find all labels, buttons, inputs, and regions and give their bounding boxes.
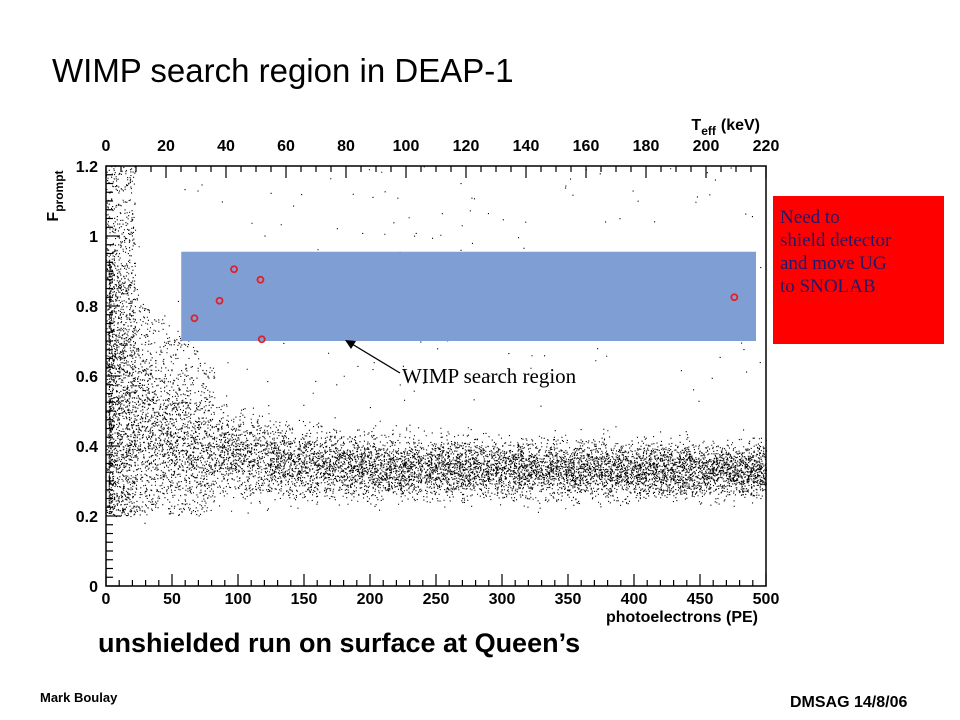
highlighted-event-marker bbox=[190, 314, 199, 323]
x-tick-label: 250 bbox=[423, 591, 450, 608]
x2-tick-label: 220 bbox=[753, 138, 780, 155]
callout-line: Need to bbox=[780, 207, 840, 228]
footer-author: Mark Boulay bbox=[40, 690, 118, 705]
x-tick-label: 50 bbox=[163, 591, 181, 608]
scatter-points bbox=[106, 166, 768, 524]
x-tick-label: 150 bbox=[291, 591, 318, 608]
x2-tick-label: 200 bbox=[693, 138, 720, 155]
x2-tick-label: 0 bbox=[102, 138, 111, 155]
highlighted-event-marker bbox=[215, 296, 224, 305]
x2-tick-label: 160 bbox=[573, 138, 600, 155]
footer-event: DMSAG 14/8/06 bbox=[790, 694, 908, 711]
slide-subtitle: unshielded run on surface at Queen’s bbox=[98, 628, 581, 658]
x2-axis-title-unit: (keV) bbox=[721, 117, 760, 134]
x2-tick-label: 120 bbox=[453, 138, 480, 155]
x-tick-label: 100 bbox=[225, 591, 252, 608]
x-tick-label: 500 bbox=[753, 591, 780, 608]
x-tick-labels: 0 50 100 150 200 250 300 350 400 450 500 bbox=[102, 591, 780, 608]
x2-axis-title: Teff (keV) bbox=[691, 117, 760, 138]
y-axis-title-main: F bbox=[45, 212, 62, 222]
slide-title: WIMP search region in DEAP-1 bbox=[52, 52, 514, 89]
x-tick-label: 450 bbox=[687, 591, 714, 608]
annotation-arrow bbox=[351, 343, 401, 374]
y-axis-title: Fprompt bbox=[45, 170, 66, 221]
x2-axis-title-main: T bbox=[691, 117, 701, 134]
axis-ticks bbox=[105, 165, 767, 587]
x-tick-label: 350 bbox=[555, 591, 582, 608]
highlighted-event-marker bbox=[256, 275, 265, 284]
wimp-search-region bbox=[181, 251, 757, 341]
y-tick-label: 0.6 bbox=[76, 369, 98, 386]
y-tick-label: 0.4 bbox=[76, 439, 98, 456]
y-tick-label: 0.8 bbox=[76, 299, 98, 316]
x-tick-label: 0 bbox=[102, 591, 111, 608]
callout-line: and move UG bbox=[780, 253, 887, 274]
x-tick-label: 300 bbox=[489, 591, 516, 608]
x-tick-label: 400 bbox=[621, 591, 648, 608]
x2-axis-title-sub: eff bbox=[701, 124, 717, 138]
callout-line: shield detector bbox=[780, 230, 892, 251]
callout-line: to SNOLAB bbox=[780, 276, 876, 297]
y-axis-title-sub: prompt bbox=[52, 170, 66, 211]
annotation-arrow-head bbox=[345, 340, 356, 349]
x2-tick-label: 100 bbox=[393, 138, 420, 155]
x2-tick-label: 140 bbox=[513, 138, 540, 155]
search-region-annotation: WIMP search region bbox=[402, 364, 577, 388]
y-tick-label: 0.2 bbox=[76, 509, 98, 526]
y-tick-label: 0 bbox=[89, 579, 98, 596]
x-axis-title: photoelectrons (PE) bbox=[606, 609, 758, 626]
y-tick-labels: 0 0.2 0.4 0.6 0.8 1 1.2 bbox=[76, 159, 98, 596]
x2-tick-label: 180 bbox=[633, 138, 660, 155]
x2-tick-label: 60 bbox=[277, 138, 295, 155]
highlighted-event-marker bbox=[730, 293, 739, 302]
x2-tick-labels: 0 20 40 60 80 100 120 140 160 180 200 220 bbox=[102, 138, 780, 155]
highlighted-event-marker bbox=[257, 335, 266, 344]
x2-tick-label: 20 bbox=[157, 138, 175, 155]
highlighted-event-marker bbox=[230, 265, 238, 274]
x2-tick-label: 40 bbox=[217, 138, 235, 155]
y-tick-label: 1.2 bbox=[76, 159, 98, 176]
event-scatter-cloud bbox=[106, 166, 768, 524]
callout-box: Need to shield detector and move UG to S… bbox=[773, 196, 944, 344]
x-tick-label: 200 bbox=[357, 591, 384, 608]
highlighted-events bbox=[190, 265, 739, 344]
y-tick-label: 1 bbox=[89, 229, 98, 246]
x2-tick-label: 80 bbox=[337, 138, 355, 155]
